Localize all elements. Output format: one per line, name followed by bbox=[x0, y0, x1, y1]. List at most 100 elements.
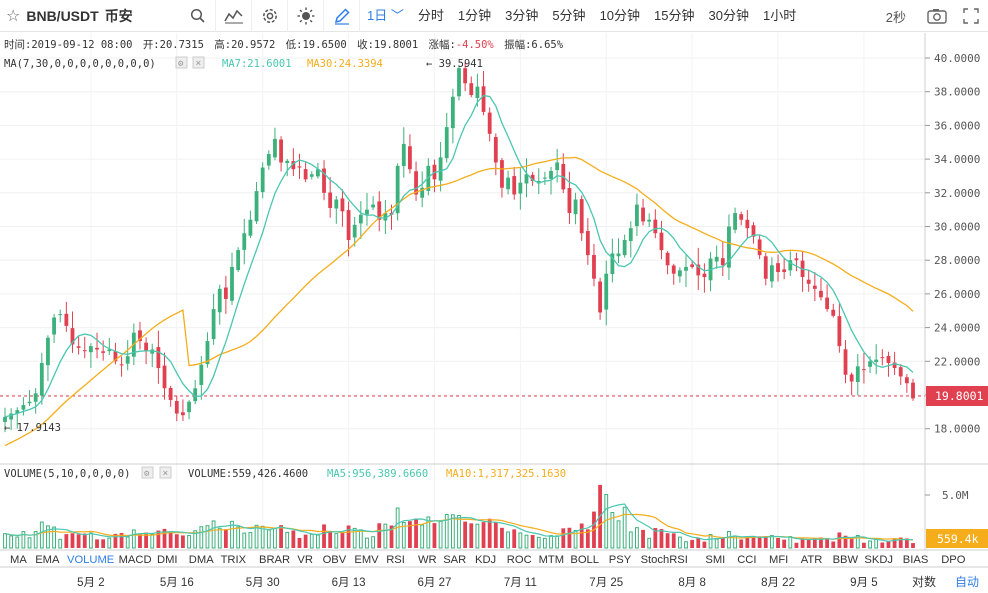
candle bbox=[3, 407, 7, 433]
candle bbox=[334, 196, 339, 224]
candle bbox=[616, 238, 621, 264]
volume-bar bbox=[831, 541, 836, 548]
indicator-tab-volume[interactable]: VOLUME bbox=[67, 554, 114, 566]
indicator-tab-brar[interactable]: BRAR bbox=[259, 554, 290, 566]
indicator-tab-bias[interactable]: BIAS bbox=[903, 554, 929, 566]
period-tab-5[interactable]: 10分钟 bbox=[599, 7, 641, 23]
indicator-icon[interactable] bbox=[216, 0, 252, 32]
candle bbox=[469, 76, 474, 98]
ma-close-icon[interactable] bbox=[192, 56, 205, 69]
volume-bar bbox=[205, 525, 210, 549]
indicator-tab-mtm[interactable]: MTM bbox=[539, 554, 564, 566]
indicator-tab-rsi[interactable]: RSI bbox=[386, 554, 405, 566]
theme-icon[interactable] bbox=[288, 0, 324, 32]
volume-bar bbox=[487, 518, 492, 548]
volume-bar bbox=[444, 513, 449, 549]
indicator-tab-mfi[interactable]: MFI bbox=[769, 554, 788, 566]
volume-ma5-line bbox=[4, 503, 914, 542]
volume-bar bbox=[279, 525, 283, 548]
volume-value: VOLUME:559,426.4600 bbox=[188, 468, 308, 480]
indicator-tab-kdj[interactable]: KDJ bbox=[475, 554, 496, 566]
period-tab-8[interactable]: 1小时 bbox=[762, 7, 797, 23]
candle bbox=[88, 343, 93, 368]
indicator-tab-psy[interactable]: PSY bbox=[609, 554, 632, 566]
period-tab-1[interactable]: 分时 bbox=[417, 7, 444, 23]
period-tab-3[interactable]: 3分钟 bbox=[505, 7, 539, 23]
indicator-tab-cci[interactable]: CCI bbox=[737, 554, 756, 566]
camera-icon[interactable] bbox=[920, 0, 954, 32]
volume-bar bbox=[168, 531, 173, 548]
exchange-label: 币安 bbox=[104, 7, 133, 24]
refresh-speed[interactable]: 2秒 bbox=[885, 9, 906, 25]
symbol-selector[interactable]: ☆ BNB/USDT 币安 bbox=[0, 0, 180, 32]
auto-scale-toggle[interactable]: 自动 bbox=[955, 575, 979, 589]
candle bbox=[635, 193, 639, 236]
volume-close-icon[interactable] bbox=[159, 466, 172, 479]
volume-bar bbox=[52, 526, 56, 549]
volume-bar bbox=[702, 541, 707, 548]
indicator-tab-sar[interactable]: SAR bbox=[443, 554, 466, 566]
volume-settings-icon[interactable] bbox=[141, 466, 154, 479]
price-tick-label: 26.0000 bbox=[934, 288, 980, 301]
indicator-tab-smi[interactable]: SMI bbox=[705, 554, 725, 566]
indicator-tab-wr[interactable]: WR bbox=[418, 554, 437, 566]
period-tab-6[interactable]: 15分钟 bbox=[654, 7, 695, 23]
price-tick-label: 22.0000 bbox=[934, 355, 980, 368]
settings-icon[interactable] bbox=[252, 0, 288, 32]
ma-settings-icon[interactable] bbox=[175, 56, 188, 69]
volume-bar bbox=[414, 518, 418, 548]
symbol-label: BNB/USDT bbox=[26, 7, 99, 24]
candle bbox=[757, 235, 762, 260]
volume-bar bbox=[806, 539, 811, 548]
period-tab-7[interactable]: 30分钟 bbox=[708, 7, 749, 23]
candle bbox=[622, 234, 627, 258]
indicator-tab-emv[interactable]: EMV bbox=[354, 554, 379, 566]
volume-bar bbox=[622, 506, 627, 549]
period-tab-4[interactable]: 5分钟 bbox=[552, 7, 586, 23]
volume-bar bbox=[911, 543, 915, 548]
volume-bar bbox=[76, 534, 81, 548]
indicator-tab-ema[interactable]: EMA bbox=[35, 554, 60, 566]
draw-icon[interactable] bbox=[324, 0, 360, 32]
candle bbox=[555, 148, 560, 183]
volume-bar bbox=[242, 532, 247, 549]
indicator-tab-dpo[interactable]: DPO bbox=[941, 554, 966, 566]
indicator-tab-dma[interactable]: DMA bbox=[189, 554, 214, 566]
current-price-tag: 19.8001 bbox=[926, 386, 988, 406]
fullscreen-icon[interactable] bbox=[954, 0, 988, 32]
period-tab-2[interactable]: 1分钟 bbox=[457, 7, 492, 23]
indicator-tab-roc[interactable]: ROC bbox=[507, 554, 532, 566]
candle bbox=[530, 171, 535, 186]
kline-chart[interactable]: 40.0000 38.0000 36.0000 34.0000 32.0000 30.00… bbox=[0, 33, 988, 593]
candle bbox=[401, 127, 406, 178]
volume-bar bbox=[371, 536, 376, 549]
indicator-tab-dmi[interactable]: DMI bbox=[157, 554, 178, 566]
volume-bar bbox=[266, 529, 271, 549]
indicator-tab-stochrsi[interactable]: StochRSI bbox=[641, 554, 688, 566]
indicator-tab-vr[interactable]: VR bbox=[297, 554, 313, 566]
volume-bar bbox=[855, 534, 860, 549]
volume-bar bbox=[328, 531, 333, 548]
star-icon[interactable]: ☆ bbox=[6, 7, 21, 25]
indicator-tab-boll[interactable]: BOLL bbox=[570, 554, 599, 566]
indicator-tab-atr[interactable]: ATR bbox=[801, 554, 823, 566]
indicator-tab-trix[interactable]: TRIX bbox=[221, 554, 247, 566]
volume-bar bbox=[671, 533, 676, 548]
volume-bar bbox=[518, 532, 523, 549]
volume-bar bbox=[757, 536, 762, 548]
candle bbox=[782, 257, 787, 280]
log-scale-toggle[interactable]: 对数 bbox=[912, 574, 936, 589]
volume-bar bbox=[561, 528, 566, 548]
candle bbox=[168, 385, 173, 407]
indicator-tab-macd[interactable]: MACD bbox=[119, 554, 152, 566]
date-label: 5月 30 bbox=[246, 577, 280, 589]
search-icon[interactable] bbox=[180, 0, 216, 32]
candle bbox=[794, 252, 799, 272]
volume-axis-tick: 5.0M bbox=[942, 489, 969, 502]
period-tab-0[interactable]: 1日 ﹀ bbox=[367, 7, 404, 23]
indicator-tab-skdj[interactable]: SKDJ bbox=[864, 554, 893, 566]
volume-bar bbox=[27, 537, 32, 549]
indicator-tab-bbw[interactable]: BBW bbox=[833, 554, 859, 566]
indicator-tab-ma[interactable]: MA bbox=[10, 554, 27, 566]
indicator-tab-obv[interactable]: OBV bbox=[323, 554, 347, 566]
